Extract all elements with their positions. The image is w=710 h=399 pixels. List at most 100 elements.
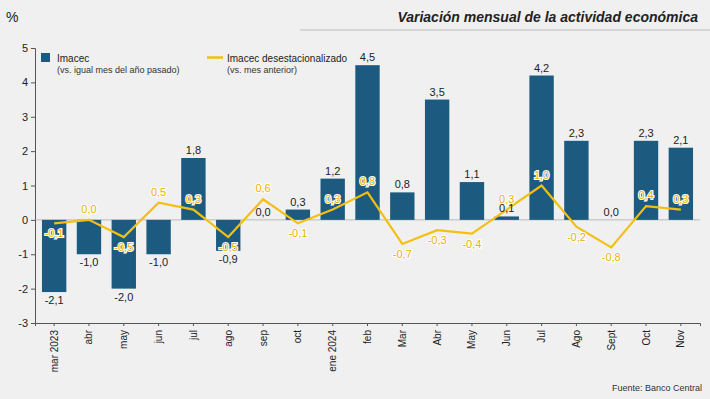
x-tick: mar 2023 [49, 323, 60, 372]
y-tick: 2 [22, 145, 35, 157]
bar-label: 0,3 [290, 196, 305, 208]
y-axis-line [31, 49, 36, 324]
x-tick-label: Sept [606, 330, 617, 351]
line-label: 0,3 [325, 193, 340, 205]
y-tick: 5 [22, 42, 35, 54]
y-tick-label: 4 [22, 76, 28, 88]
line-label: -0,2 [567, 231, 586, 243]
x-tick: ene 2024 [327, 323, 338, 372]
bar-label: 4,5 [360, 51, 375, 63]
x-tick-mark [158, 323, 159, 326]
bar-label: -1,0 [149, 256, 168, 268]
y-tick-mark [31, 289, 35, 290]
x-tick-label: ago [223, 330, 234, 347]
x-tick: Jun [501, 323, 512, 346]
line [54, 186, 681, 248]
x-tick-label: feb [362, 330, 373, 344]
bar [390, 192, 414, 220]
data-labels: -2,1-1,0-2,0-1,01,8-0,90,00,31,24,50,83,… [45, 51, 689, 306]
line-label: -0,5 [219, 241, 238, 253]
y-tick: 3 [22, 111, 35, 123]
y-tick-label: 5 [22, 42, 28, 54]
x-tick-mark [193, 323, 194, 326]
line-label: 0,3 [499, 193, 514, 205]
y-tick-label: 3 [22, 111, 28, 123]
x-tick-mark [402, 323, 403, 326]
x-tick-mark [611, 323, 612, 326]
y-tick-label: -1 [18, 248, 28, 260]
line-label: -0,1 [288, 227, 307, 239]
line-label: 0,8 [360, 175, 375, 187]
line-label: -0,1 [45, 227, 64, 239]
x-tick: jul [188, 323, 199, 341]
bar-label: 2,3 [638, 127, 653, 139]
bar-label: -2,0 [114, 291, 133, 303]
y-tick: -1 [18, 248, 35, 260]
x-tick-label: jun [153, 330, 164, 344]
line-label: 0,3 [186, 193, 201, 205]
x-tick-mark [88, 323, 89, 326]
x-tick-label: Oct [641, 330, 652, 346]
x-tick-mark [297, 323, 298, 326]
bar [112, 220, 136, 289]
line-label: -0,7 [393, 248, 412, 260]
bar-label: 0,0 [255, 206, 270, 218]
line-label: 0,5 [151, 186, 166, 198]
y-tick-label: -3 [18, 317, 28, 329]
y-tick-mark [31, 82, 35, 83]
x-tick: Jul [536, 323, 547, 343]
bar [42, 220, 66, 292]
bar [460, 182, 484, 220]
bar-label: 1,1 [464, 168, 479, 180]
y-tick-label: 0 [22, 214, 28, 226]
x-tick-label: Nov [675, 330, 686, 348]
x-tick: feb [362, 323, 373, 344]
bar-label: 0,0 [604, 206, 619, 218]
y-tick-mark [31, 48, 35, 49]
x-tick-mark [576, 323, 577, 326]
x-tick-label: May [466, 330, 477, 349]
background [0, 0, 710, 399]
title-rule [300, 30, 710, 31]
x-axis: mar 2023abrmayjunjulagosepoctene 2024feb… [36, 323, 701, 372]
x-tick-label: Ago [571, 330, 582, 348]
legend-swatch [207, 56, 223, 59]
bar [529, 76, 553, 220]
x-tick-mark [228, 323, 229, 326]
legend-label: Imacec desestacionalizado [227, 53, 348, 64]
x-tick-mark [680, 323, 681, 326]
line-label: -0,5 [114, 241, 133, 253]
x-tick: Oct [641, 323, 652, 346]
x-tick-mark [506, 323, 507, 326]
bar [495, 216, 519, 219]
x-tick-label: sep [258, 330, 269, 347]
line-label: 0,0 [81, 203, 96, 215]
x-tick-mark [54, 323, 55, 326]
x-axis-line [36, 324, 701, 327]
x-tick-mark [263, 323, 264, 326]
x-tick: sep [258, 323, 269, 346]
y-tick-mark [31, 117, 35, 118]
legend-item: Imacec desestacionalizado(vs. mes anteri… [207, 53, 348, 75]
x-tick: may [118, 323, 129, 349]
x-tick: Ago [571, 323, 582, 348]
bar-label: 2,3 [569, 127, 584, 139]
x-tick-mark [367, 323, 368, 326]
x-tick: Mar [397, 323, 408, 347]
bar-label: 1,2 [325, 165, 340, 177]
bar [564, 141, 588, 220]
legend-description: (vs. mes anterior) [227, 65, 297, 75]
x-tick-mark [123, 323, 124, 326]
x-tick: jun [153, 323, 164, 344]
y-tick: 4 [22, 76, 35, 88]
bar-label: 4,2 [534, 62, 549, 74]
bar-label: 0,8 [395, 178, 410, 190]
x-tick-mark [332, 323, 333, 326]
plot-area [42, 65, 693, 292]
y-axis-title: % [6, 9, 18, 25]
x-tick-mark [437, 323, 438, 326]
line-label: 0,6 [255, 182, 270, 194]
source: Fuente: Banco Central [612, 383, 702, 393]
legend-swatch [41, 53, 50, 62]
y-tick-mark [31, 220, 35, 221]
